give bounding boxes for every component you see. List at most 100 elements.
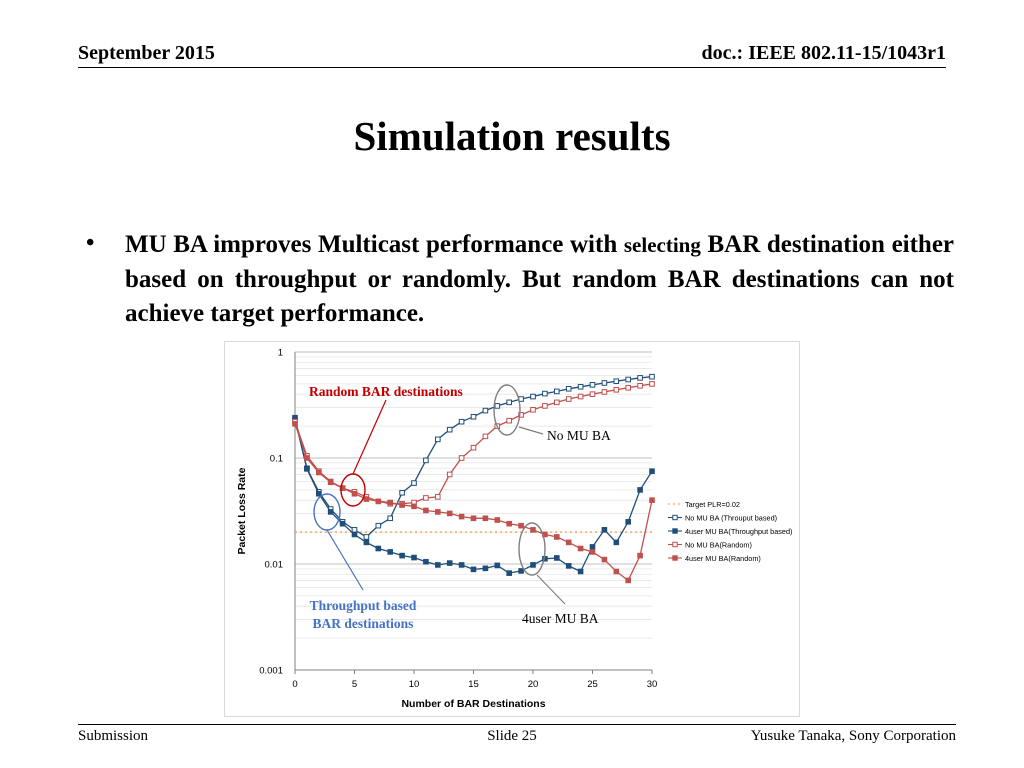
data-point	[482, 433, 489, 440]
data-point	[316, 469, 322, 476]
series-3	[292, 381, 655, 507]
data-point	[589, 549, 596, 555]
data-point	[565, 563, 572, 569]
data-point	[435, 494, 441, 500]
data-point	[554, 388, 560, 395]
annotation-random: Random BAR destinations	[309, 384, 463, 399]
header-divider	[78, 67, 946, 68]
data-point	[506, 399, 512, 406]
data-point	[601, 527, 608, 533]
data-point	[292, 421, 298, 427]
data-point	[601, 380, 608, 386]
data-point	[458, 513, 465, 520]
data-point	[613, 539, 620, 546]
data-point	[363, 534, 370, 540]
throughput-callout-pointer	[326, 529, 364, 591]
data-point	[601, 556, 608, 563]
data-point	[411, 503, 417, 510]
data-point	[351, 531, 358, 538]
data-point	[625, 376, 631, 383]
data-point	[458, 455, 465, 461]
data-point	[470, 515, 477, 522]
x-tick-label: 30	[647, 679, 658, 690]
bullet-text: MU BA improves Multicast performance wit…	[125, 228, 954, 332]
annotations: Random BAR destinations No MU BA Through…	[309, 384, 611, 631]
y-tick-label: 0.001	[259, 666, 283, 677]
annotation-throughput-line1: Throughput based	[310, 598, 417, 613]
data-point	[649, 468, 655, 475]
slide-title: Simulation results	[353, 113, 671, 159]
bullet-text-part2: selecting	[623, 233, 701, 257]
data-point	[423, 558, 429, 565]
series-1	[292, 373, 655, 540]
data-point	[304, 466, 310, 472]
series-2	[292, 414, 655, 576]
data-point	[470, 444, 477, 451]
data-point	[399, 502, 405, 508]
data-point	[375, 498, 382, 505]
data-point	[435, 562, 441, 568]
data-point	[577, 545, 584, 552]
data-point	[637, 487, 643, 493]
data-point	[458, 562, 465, 568]
data-point	[637, 552, 643, 559]
data-point	[458, 418, 465, 425]
footer-author: Yusuke Tanaka, Sony Corporation	[750, 728, 956, 744]
data-point	[506, 417, 512, 424]
data-point	[506, 570, 512, 576]
legend: Target PLR=0.02 No MU BA (Throuput based)…	[668, 500, 792, 563]
data-point	[470, 413, 477, 420]
data-point	[387, 499, 393, 506]
data-point	[613, 378, 620, 385]
data-point	[482, 565, 489, 572]
data-point	[411, 480, 417, 486]
legend-marker	[672, 541, 678, 548]
x-tick-label: 20	[528, 679, 539, 690]
chart-container: 0.001 0.01 0.1 1 0 5 10 15 20 25 30 Number of BAR D…	[224, 341, 800, 717]
header-date: September 2015	[78, 42, 215, 64]
data-point	[625, 384, 631, 391]
x-axis-title: Number of BAR Destinations	[401, 698, 545, 710]
data-point	[494, 403, 501, 409]
data-point	[530, 393, 536, 400]
data-point	[601, 389, 608, 395]
data-point	[327, 509, 334, 515]
data-point	[565, 539, 572, 546]
annotation-four-user: 4user MU BA	[522, 611, 599, 626]
legend-label: 4user MU BA(Throughput based)	[685, 527, 792, 536]
y-tick-label: 0.01	[265, 560, 284, 571]
legend-marker	[672, 528, 678, 534]
data-point	[518, 568, 524, 574]
x-tick-label: 5	[352, 679, 357, 690]
y-tick-label: 1	[278, 348, 283, 359]
data-point	[351, 490, 358, 497]
data-point	[589, 382, 596, 388]
four-user-callout-pointer	[536, 574, 566, 605]
data-point	[625, 577, 631, 584]
data-point	[435, 436, 441, 443]
data-point	[411, 554, 417, 561]
data-point	[339, 485, 346, 491]
throughput-callout-ellipse	[313, 493, 341, 531]
data-point	[446, 426, 453, 433]
data-point	[446, 560, 453, 566]
data-point	[530, 562, 536, 568]
legend-label: No MU BA(Random)	[685, 541, 752, 550]
data-point	[613, 568, 620, 575]
data-point	[423, 457, 429, 464]
x-tick-label: 15	[468, 679, 479, 690]
data-point	[363, 539, 370, 546]
legend-marker	[672, 514, 678, 521]
data-point	[625, 519, 631, 525]
y-tick-label: 0.1	[270, 454, 283, 465]
data-point	[554, 399, 560, 406]
data-point	[316, 490, 322, 497]
data-point	[351, 527, 358, 533]
data-point	[589, 391, 596, 397]
y-axis-title: Packet Loss Rate	[236, 467, 248, 554]
legend-label: No MU BA (Throuput based)	[685, 514, 777, 523]
data-point	[375, 522, 382, 529]
x-tick-label: 0	[292, 679, 297, 690]
data-point	[565, 396, 572, 402]
data-point	[649, 381, 655, 387]
